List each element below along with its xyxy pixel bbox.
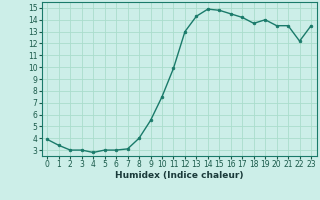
X-axis label: Humidex (Indice chaleur): Humidex (Indice chaleur) <box>115 171 244 180</box>
